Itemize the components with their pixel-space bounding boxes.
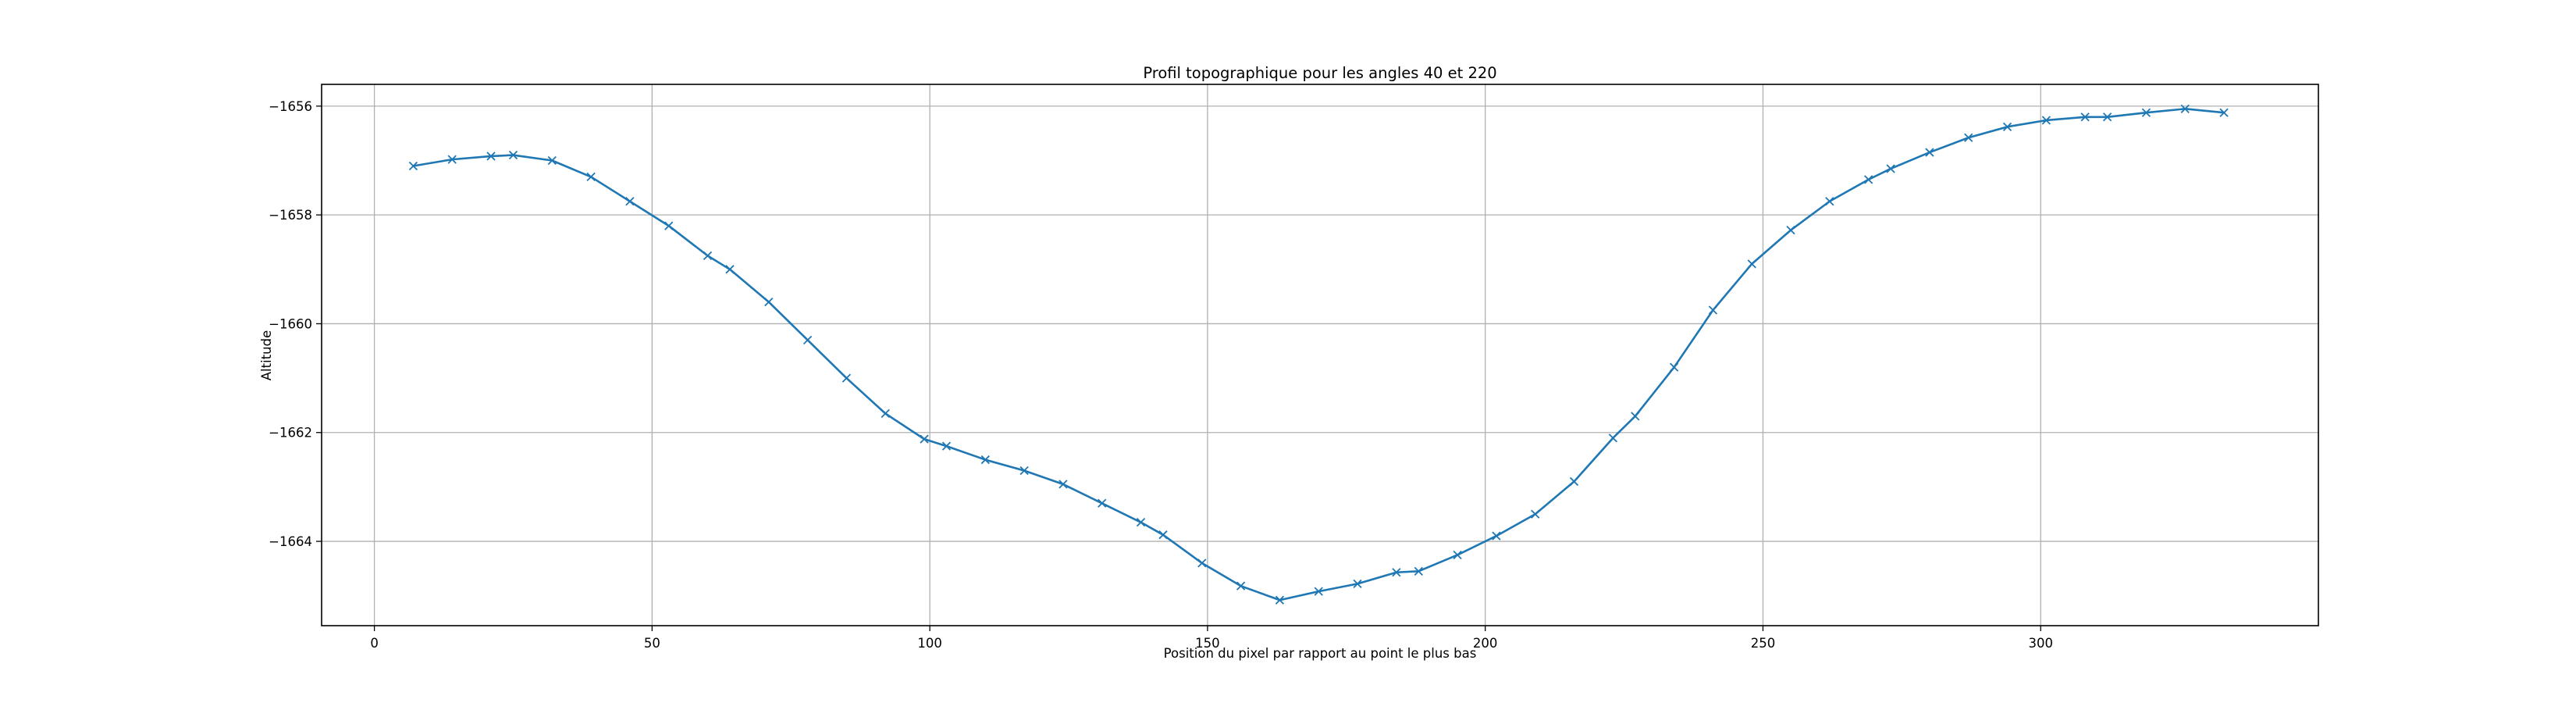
y-axis-label: Altitude [259,330,274,380]
data-point-marker [1414,566,1423,576]
data-point-marker [1864,175,1873,184]
data-point-marker [1275,595,1285,605]
data-point-marker [1964,133,1973,142]
data-point-marker [920,434,929,444]
x-tick-label: 200 [1473,636,1498,651]
data-point-marker [1569,476,1579,487]
data-point-marker [408,161,418,171]
y-tick-label: −1664 [269,534,312,549]
data-point-marker [802,335,813,344]
x-tick-label: 0 [370,636,379,651]
data-point-marker [764,297,774,307]
data-point-marker [664,221,674,230]
data-point-marker [1197,558,1207,568]
axis-ticks: 0 50 100 150 200 250 300 −1664 −1662 −1660 −1658 −1… [269,99,2053,651]
data-point-marker [447,155,457,164]
data-point-marker [2002,122,2012,131]
y-tick-label: −1660 [269,316,312,331]
data-point-marker [1825,197,1834,206]
data-point-marker [1925,148,1934,157]
series-layer [412,108,2226,601]
y-tick-label: −1658 [269,208,312,223]
data-point-marker [2219,108,2229,117]
series-line [412,108,2226,601]
x-tick-label: 300 [2028,636,2053,651]
data-point-marker [980,455,990,465]
data-point-marker [1059,480,1068,489]
data-point-marker [941,441,952,451]
data-point-marker [1886,164,1895,173]
data-point-marker [486,152,496,161]
data-point-marker [1608,434,1617,443]
marker-layer [408,104,2229,605]
plot-frame [321,84,2319,626]
data-point-marker [841,373,852,383]
x-tick-label: 50 [644,636,660,651]
data-point-marker [547,155,557,166]
data-point-marker [703,251,713,261]
data-point-marker [1631,412,1640,421]
data-point-marker [1353,579,1362,589]
data-point-marker [1786,226,1795,235]
data-point-marker [2180,104,2190,113]
data-point-marker [1747,259,1756,269]
data-point-marker [1492,531,1501,541]
data-point-marker [2141,108,2151,117]
data-point-marker [1098,498,1107,508]
data-point-marker [725,265,735,274]
data-point-marker [1136,518,1146,527]
y-tick-label: −1656 [269,99,312,114]
data-point-marker [1158,530,1168,540]
x-tick-label: 150 [1195,636,1220,651]
data-point-marker [625,197,635,206]
chart-title: Profil topographique pour les angles 40 … [1143,64,1496,82]
data-point-marker [1019,466,1029,476]
x-axis-label: Position du pixel par rapport au point l… [1164,646,1477,661]
x-tick-label: 100 [917,636,942,651]
data-point-marker [1708,305,1718,315]
data-point-marker [2041,116,2051,125]
data-point-marker [881,409,890,419]
grid [322,84,2318,626]
x-tick-label: 250 [1751,636,1776,651]
data-point-marker [2080,112,2090,122]
data-point-marker [2102,112,2112,122]
y-tick-label: −1662 [269,426,312,441]
data-point-marker [1236,581,1246,591]
data-point-marker [508,150,518,160]
data-point-marker [1392,568,1401,577]
data-point-marker [1314,587,1323,596]
data-point-marker [1453,550,1462,560]
data-point-marker [1531,509,1540,519]
data-point-marker [586,172,596,182]
data-point-marker [1669,362,1679,372]
